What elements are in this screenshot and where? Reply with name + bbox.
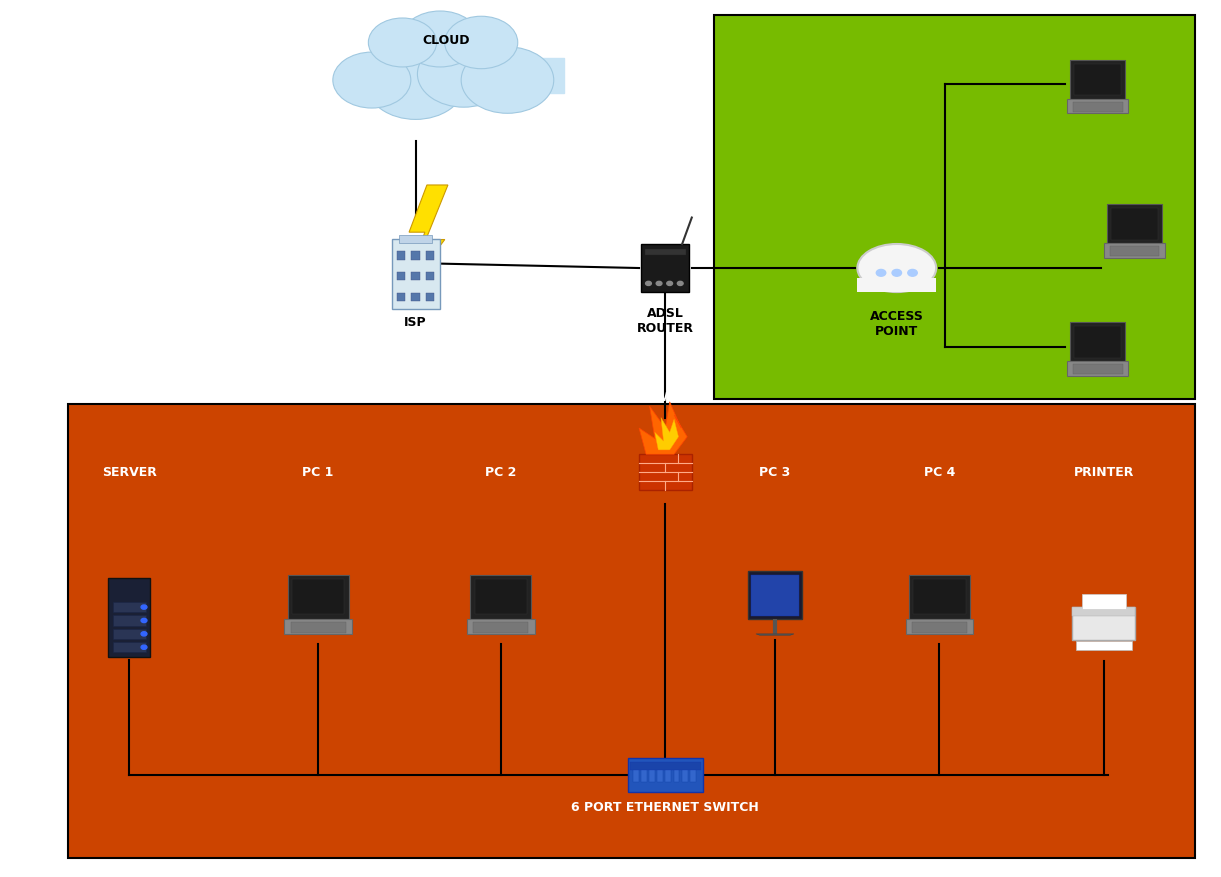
Circle shape (366, 49, 464, 119)
FancyBboxPatch shape (645, 249, 685, 254)
FancyBboxPatch shape (109, 578, 150, 657)
FancyBboxPatch shape (665, 768, 672, 781)
FancyBboxPatch shape (411, 293, 420, 301)
Circle shape (646, 282, 651, 286)
FancyBboxPatch shape (639, 454, 691, 490)
Circle shape (656, 282, 662, 286)
FancyBboxPatch shape (1110, 246, 1159, 256)
FancyBboxPatch shape (397, 272, 405, 281)
Circle shape (418, 40, 510, 107)
Text: ADSL
ROUTER: ADSL ROUTER (637, 307, 694, 335)
FancyBboxPatch shape (112, 602, 147, 612)
Circle shape (877, 269, 885, 276)
Text: PC 2: PC 2 (485, 467, 516, 480)
Text: PRINTER: PRINTER (1073, 467, 1134, 480)
Ellipse shape (857, 244, 937, 292)
Circle shape (678, 282, 683, 286)
Circle shape (462, 46, 554, 113)
FancyBboxPatch shape (1073, 364, 1122, 374)
FancyBboxPatch shape (1073, 102, 1122, 112)
Circle shape (893, 269, 901, 276)
FancyBboxPatch shape (1074, 64, 1122, 96)
Text: PC 4: PC 4 (924, 467, 955, 480)
Circle shape (333, 52, 410, 108)
FancyBboxPatch shape (714, 15, 1195, 399)
FancyBboxPatch shape (641, 244, 690, 292)
FancyBboxPatch shape (648, 768, 654, 781)
Circle shape (142, 605, 147, 610)
Text: CLOUD: CLOUD (422, 33, 470, 46)
FancyBboxPatch shape (292, 579, 344, 614)
Circle shape (142, 631, 147, 636)
FancyBboxPatch shape (906, 618, 973, 634)
FancyBboxPatch shape (112, 616, 147, 625)
FancyBboxPatch shape (1074, 326, 1122, 358)
FancyBboxPatch shape (1104, 244, 1165, 258)
Circle shape (142, 645, 147, 649)
Polygon shape (756, 634, 794, 635)
FancyBboxPatch shape (426, 293, 435, 301)
FancyBboxPatch shape (112, 629, 147, 639)
FancyBboxPatch shape (1106, 204, 1162, 244)
Polygon shape (654, 417, 679, 450)
FancyBboxPatch shape (1076, 641, 1132, 651)
FancyBboxPatch shape (628, 759, 702, 792)
FancyBboxPatch shape (470, 575, 531, 618)
FancyBboxPatch shape (908, 575, 969, 618)
Text: PC 3: PC 3 (759, 467, 790, 480)
FancyBboxPatch shape (426, 251, 435, 260)
FancyBboxPatch shape (681, 768, 687, 781)
FancyBboxPatch shape (1067, 361, 1128, 375)
FancyBboxPatch shape (411, 272, 420, 281)
FancyBboxPatch shape (630, 762, 701, 770)
FancyBboxPatch shape (397, 251, 405, 260)
FancyBboxPatch shape (468, 618, 535, 634)
Circle shape (444, 17, 518, 68)
FancyBboxPatch shape (674, 768, 679, 781)
FancyBboxPatch shape (1082, 594, 1126, 609)
FancyBboxPatch shape (291, 622, 346, 632)
FancyBboxPatch shape (397, 293, 405, 301)
FancyBboxPatch shape (747, 572, 802, 619)
FancyBboxPatch shape (857, 278, 937, 292)
FancyBboxPatch shape (1072, 607, 1136, 616)
Text: FIREWALL: FIREWALL (630, 390, 701, 403)
Polygon shape (363, 58, 564, 93)
FancyBboxPatch shape (913, 579, 966, 614)
FancyBboxPatch shape (392, 239, 440, 310)
Circle shape (402, 11, 479, 67)
FancyBboxPatch shape (426, 272, 435, 281)
FancyBboxPatch shape (475, 579, 527, 614)
Circle shape (142, 618, 147, 623)
FancyBboxPatch shape (1111, 208, 1158, 239)
FancyBboxPatch shape (399, 234, 432, 243)
Circle shape (369, 18, 437, 67)
FancyBboxPatch shape (112, 642, 147, 652)
FancyBboxPatch shape (912, 622, 967, 632)
FancyBboxPatch shape (1067, 99, 1128, 113)
Text: ACCESS
POINT: ACCESS POINT (869, 310, 924, 338)
Polygon shape (639, 402, 687, 454)
Circle shape (667, 282, 673, 286)
Polygon shape (403, 185, 448, 296)
FancyBboxPatch shape (751, 575, 800, 616)
Text: SERVER: SERVER (101, 467, 156, 480)
FancyBboxPatch shape (287, 575, 349, 618)
FancyBboxPatch shape (1071, 60, 1126, 99)
FancyBboxPatch shape (690, 768, 696, 781)
FancyBboxPatch shape (657, 768, 663, 781)
FancyBboxPatch shape (284, 618, 352, 634)
FancyBboxPatch shape (68, 403, 1195, 858)
FancyBboxPatch shape (1072, 607, 1136, 639)
Text: PC 1: PC 1 (303, 467, 333, 480)
Circle shape (907, 269, 917, 276)
FancyBboxPatch shape (1071, 322, 1126, 361)
FancyBboxPatch shape (474, 622, 529, 632)
FancyBboxPatch shape (632, 768, 639, 781)
Text: 6 PORT ETHERNET SWITCH: 6 PORT ETHERNET SWITCH (571, 802, 759, 815)
FancyBboxPatch shape (411, 251, 420, 260)
FancyBboxPatch shape (641, 768, 647, 781)
Text: ISP: ISP (404, 316, 427, 329)
